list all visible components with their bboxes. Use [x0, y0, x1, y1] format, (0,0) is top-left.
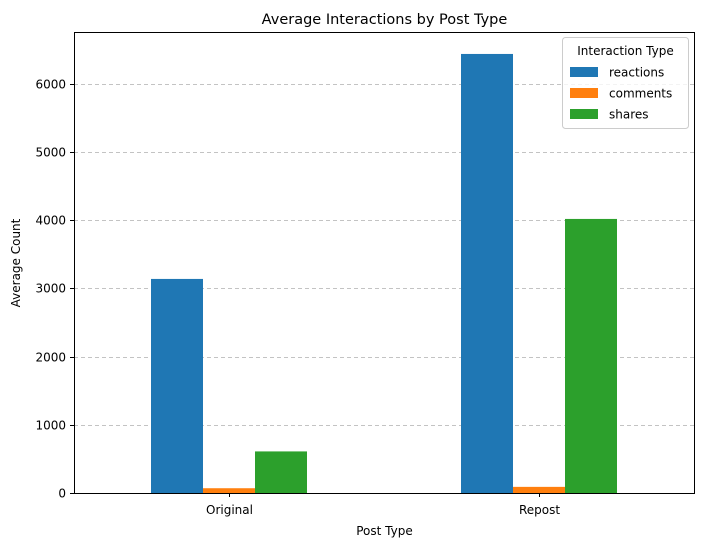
- legend-swatch-comments: [570, 88, 598, 98]
- gridlines: [74, 84, 694, 426]
- legend-title: Interaction Type: [577, 44, 673, 58]
- legend-swatch-reactions: [570, 67, 598, 77]
- y-tick-label: 1000: [35, 419, 66, 433]
- chart-title: Average Interactions by Post Type: [262, 12, 508, 28]
- y-tick-label: 5000: [35, 146, 66, 160]
- y-tick-label: 3000: [35, 282, 66, 296]
- bar-reactions-original: [151, 278, 203, 493]
- legend: Interaction Type reactions comments shares: [562, 37, 689, 129]
- legend-label-reactions: reactions: [609, 66, 664, 80]
- bar-shares-original: [255, 451, 307, 493]
- x-tick-label: Repost: [519, 503, 560, 517]
- y-tick-label: 4000: [35, 214, 66, 228]
- y-tick-label: 2000: [35, 351, 66, 365]
- x-axis-label: Post Type: [356, 524, 412, 538]
- plot-area-frame: [74, 32, 695, 494]
- legend-swatch-shares: [570, 109, 598, 119]
- bar-reactions-repost: [461, 53, 513, 493]
- y-axis-label: Average Count: [9, 218, 23, 307]
- x-tick-label: Original: [206, 503, 253, 517]
- bar-comments-original: [203, 488, 255, 493]
- legend-label-comments: comments: [609, 87, 672, 101]
- bar-shares-repost: [565, 218, 617, 494]
- bar-comments-repost: [513, 486, 565, 493]
- bars: [151, 53, 617, 494]
- y-tick-label: 6000: [35, 78, 66, 92]
- x-axis: Original Repost: [206, 493, 560, 517]
- legend-label-shares: shares: [609, 108, 649, 122]
- y-axis: 0 1000 2000 3000 4000 5000 6000: [35, 78, 74, 501]
- legend-box: [562, 37, 689, 129]
- y-tick-label: 0: [58, 487, 66, 501]
